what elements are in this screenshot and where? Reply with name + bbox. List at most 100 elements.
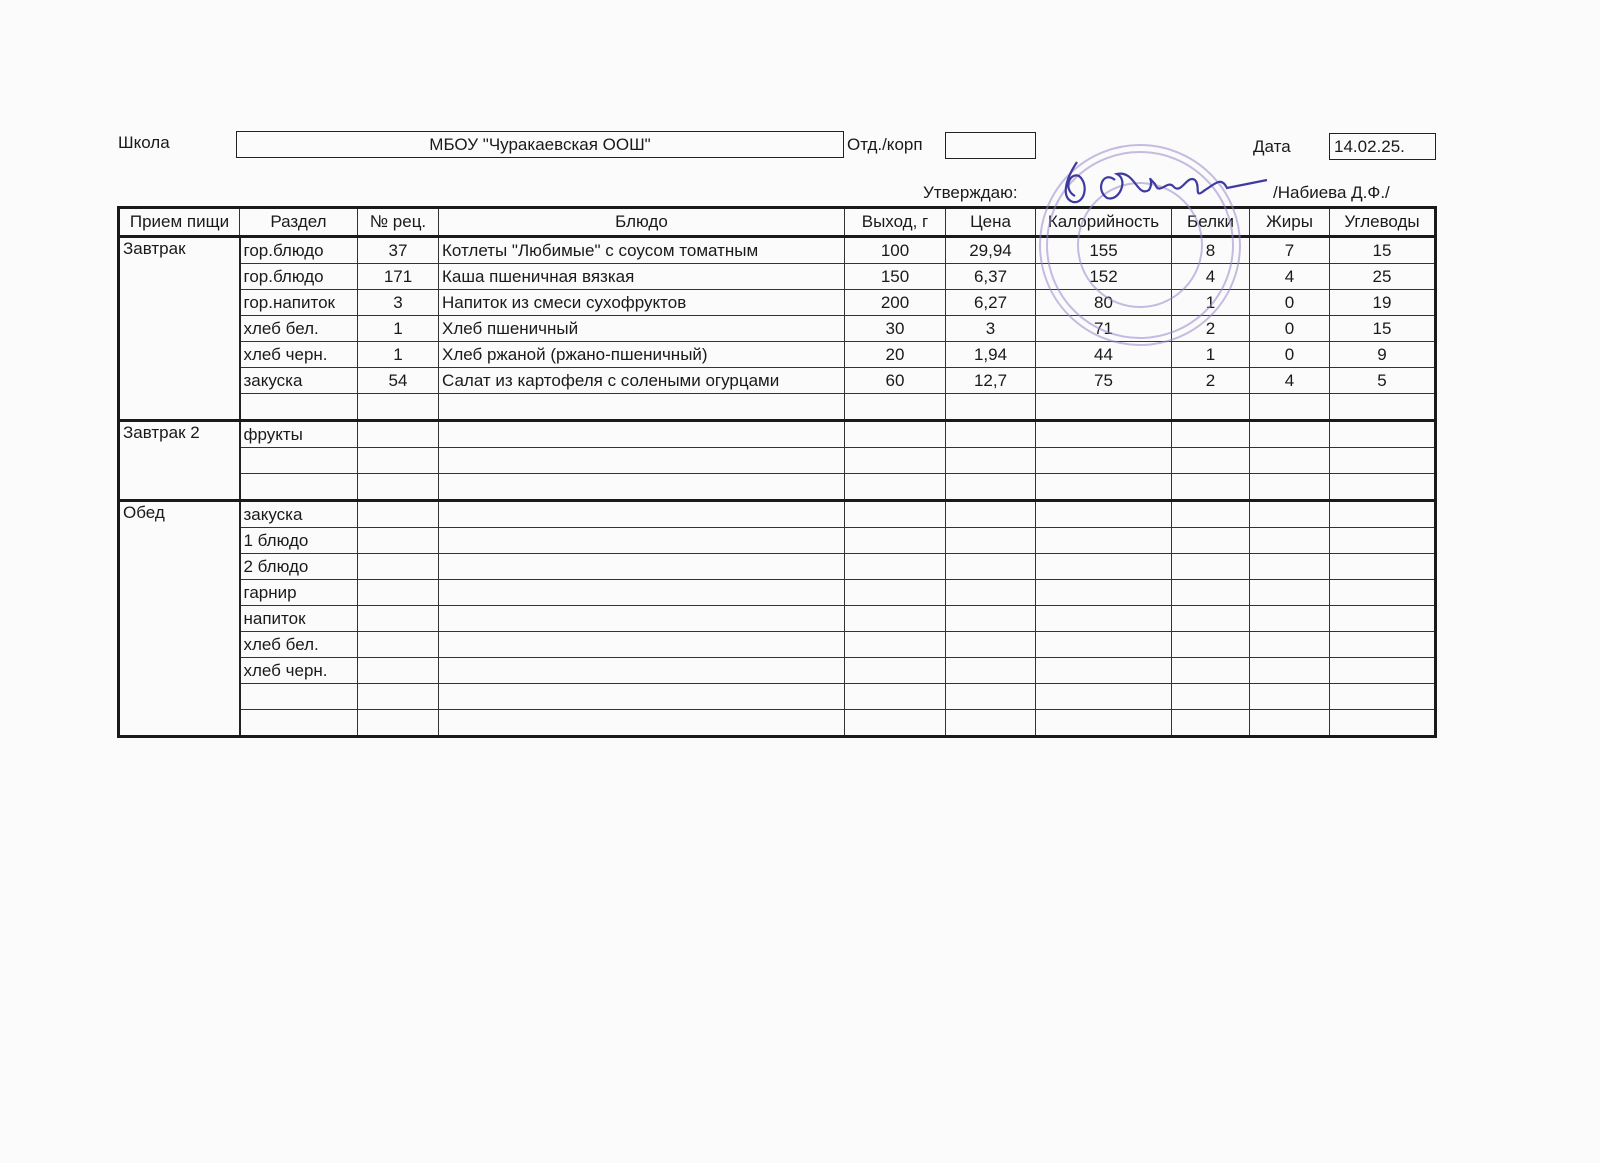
price-cell <box>945 631 1036 658</box>
table-row: закуска 54 Салат из картофеля с солеными о… <box>119 367 1436 394</box>
official-stamp <box>1039 144 1241 346</box>
calories-cell <box>1035 579 1172 606</box>
price-cell <box>945 499 1036 528</box>
section-cell: хлеб бел. <box>239 315 358 342</box>
carbs-cell: 5 <box>1329 367 1436 394</box>
calories-cell <box>1035 473 1172 501</box>
fat-cell: 4 <box>1249 263 1330 290</box>
table-row <box>119 473 1436 501</box>
dish-cell: Котлеты "Любимые" с соусом томатным <box>438 235 845 264</box>
recipe-no-cell <box>357 393 439 421</box>
protein-cell <box>1171 657 1250 684</box>
calories-cell <box>1035 527 1172 554</box>
calories-cell <box>1035 419 1172 448</box>
protein-cell: 1 <box>1171 289 1250 316</box>
fat-cell <box>1249 527 1330 554</box>
price-cell <box>945 419 1036 448</box>
dish-cell <box>438 447 845 474</box>
carbs-cell <box>1329 605 1436 632</box>
carbs-cell <box>1329 393 1436 421</box>
column-header-calories: Калорийность <box>1035 207 1172 238</box>
price-cell: 29,94 <box>945 235 1036 264</box>
recipe-no-cell <box>357 709 439 737</box>
yield-cell: 200 <box>844 289 946 316</box>
price-cell: 3 <box>945 315 1036 342</box>
price-cell <box>945 683 1036 710</box>
yield-cell: 60 <box>844 367 946 394</box>
recipe-no-cell <box>357 605 439 632</box>
section-cell: фрукты <box>239 419 358 448</box>
yield-cell <box>844 683 946 710</box>
recipe-no-cell: 171 <box>357 263 439 290</box>
section-cell: хлеб бел. <box>239 631 358 658</box>
dish-cell <box>438 683 845 710</box>
fat-cell <box>1249 473 1330 501</box>
dish-cell: Каша пшеничная вязкая <box>438 263 845 290</box>
carbs-cell <box>1329 709 1436 737</box>
dish-cell: Хлеб ржаной (ржано-пшеничный) <box>438 341 845 368</box>
dish-cell: Салат из картофеля с солеными огурцами <box>438 367 845 394</box>
price-cell <box>945 473 1036 501</box>
school-field: МБОУ "Чуракаевская ООШ" <box>236 131 844 158</box>
section-cell: закуска <box>239 499 358 528</box>
protein-cell <box>1171 473 1250 501</box>
date-field: 14.02.25. <box>1329 133 1436 160</box>
carbs-cell: 15 <box>1329 315 1436 342</box>
protein-cell <box>1171 605 1250 632</box>
section-cell: хлеб черн. <box>239 341 358 368</box>
protein-cell: 2 <box>1171 367 1250 394</box>
table-row: Завтрак гор.блюдо 37 Котлеты "Любимые" с со… <box>118 235 1436 421</box>
date-label: Дата <box>1253 137 1291 156</box>
price-cell <box>945 447 1036 474</box>
dish-cell <box>438 605 845 632</box>
price-cell: 6,37 <box>945 263 1036 290</box>
protein-cell <box>1171 631 1250 658</box>
section-cell: 2 блюдо <box>239 553 358 580</box>
protein-cell <box>1171 527 1250 554</box>
section-cell: напиток <box>239 605 358 632</box>
table-row <box>119 683 1436 710</box>
table-row: 2 блюдо <box>119 553 1436 580</box>
recipe-no-cell <box>357 419 439 448</box>
table-row: гарнир <box>119 579 1436 606</box>
fat-cell <box>1249 657 1330 684</box>
column-header-price: Цена <box>945 207 1036 238</box>
price-cell <box>945 657 1036 684</box>
table-row: 1 блюдо <box>119 527 1436 554</box>
table-row: гор.блюдо 171 Каша пшеничная вязкая 150 6,37… <box>119 263 1436 290</box>
yield-cell <box>844 419 946 448</box>
approve-label: Утверждаю: <box>923 183 1018 202</box>
fat-cell: 0 <box>1249 315 1330 342</box>
price-cell <box>945 605 1036 632</box>
dish-cell <box>438 579 845 606</box>
section-cell <box>239 709 358 737</box>
section-cell: гор.блюдо <box>239 235 358 264</box>
carbs-cell <box>1329 631 1436 658</box>
recipe-no-cell: 1 <box>357 341 439 368</box>
column-header-fat: Жиры <box>1249 207 1330 238</box>
calories-cell <box>1035 393 1172 421</box>
yield-cell: 100 <box>844 235 946 264</box>
table-row <box>119 709 1436 737</box>
fat-cell <box>1249 631 1330 658</box>
fat-cell <box>1249 499 1330 528</box>
yield-cell <box>844 709 946 737</box>
carbs-cell: 15 <box>1329 235 1436 264</box>
section-cell: хлеб черн. <box>239 657 358 684</box>
calories-cell <box>1035 631 1172 658</box>
meal-cell: Завтрак <box>118 235 241 421</box>
carbs-cell <box>1329 579 1436 606</box>
fat-cell <box>1249 553 1330 580</box>
table-header-row: Прием пищи Раздел № рец. Блюдо Выход, г Цена К… <box>118 207 1436 238</box>
protein-cell <box>1171 447 1250 474</box>
price-cell <box>945 579 1036 606</box>
column-header-dish: Блюдо <box>438 207 845 238</box>
yield-cell <box>844 473 946 501</box>
section-cell <box>239 473 358 501</box>
dish-cell <box>438 499 845 528</box>
column-header-yield: Выход, г <box>844 207 946 238</box>
yield-cell: 150 <box>844 263 946 290</box>
protein-cell <box>1171 709 1250 737</box>
price-cell: 12,7 <box>945 367 1036 394</box>
table-row: гор.напиток 3 Напиток из смеси сухофруктов… <box>119 289 1436 316</box>
